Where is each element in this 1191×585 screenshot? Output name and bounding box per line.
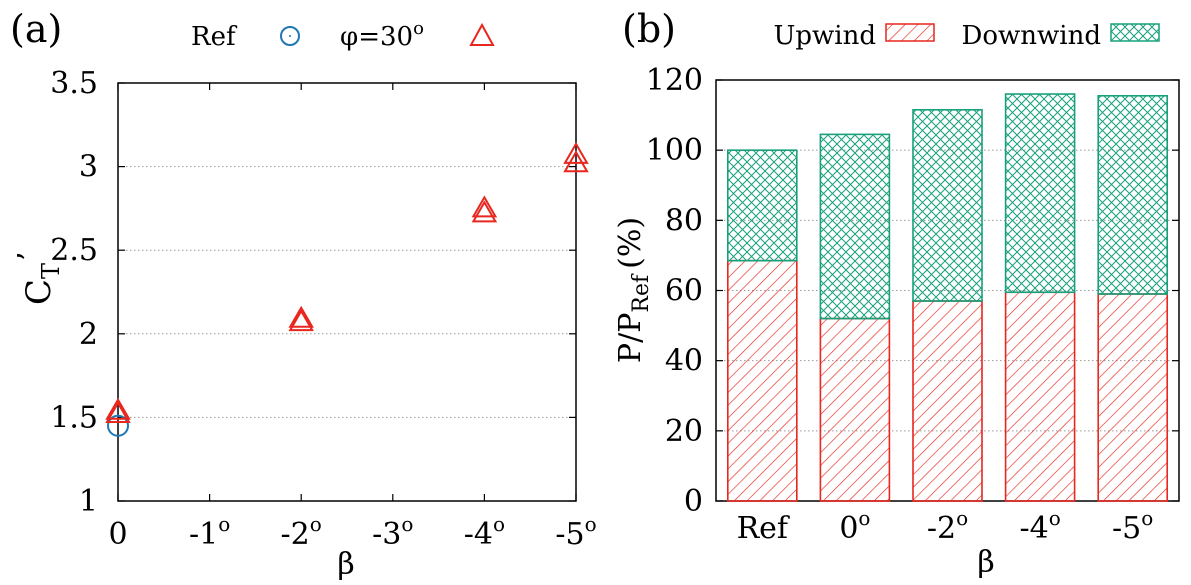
chart-b-series	[726, 93, 1168, 502]
chart-a-point-phi	[288, 305, 314, 328]
chart-b-y-tick-label: 120	[646, 63, 703, 98]
chart-b-bar-downwind	[912, 109, 983, 302]
legend-a-phi-marker	[469, 22, 495, 46]
chart-a-point-phi	[105, 397, 131, 420]
chart-a-x-axis-label: β	[337, 547, 354, 582]
chart-b-bar-downwind	[1004, 93, 1076, 294]
chart-a-x-tick-label: -5o	[555, 512, 596, 552]
chart-a-point-phi	[563, 150, 589, 173]
chart-b-y-axis: 0 20 40 60 80 100 120	[646, 63, 1179, 519]
legend-a-phi-label: φ=30o	[340, 18, 424, 52]
chart-a-x-tick-label: -1o	[189, 512, 230, 552]
chart-a-gridlines	[118, 166, 576, 418]
chart-b-x-tick-label: Ref	[737, 511, 790, 546]
chart-b-x-tick-label: -2o	[927, 506, 968, 546]
chart-a-x-tick-label: 0	[108, 517, 127, 552]
chart-a-panel-label: (a)	[10, 7, 62, 51]
chart-a-point-ref	[107, 414, 129, 437]
chart-b-bar-downwind	[1097, 94, 1168, 295]
chart-a-point-phi	[471, 195, 498, 218]
chart-b-x-axis-label: β	[977, 545, 994, 580]
chart-b-y-axis-label: P/PRef(%)	[613, 217, 654, 363]
chart-a-y-tick-label: 1	[79, 484, 98, 519]
chart-a-y-axis: 1 1.5 2 2.5 3 3.5	[50, 66, 576, 519]
chart-a-point-phi	[471, 200, 498, 223]
chart-b-y-tick-label: 80	[665, 203, 703, 238]
legend-a-ref-marker	[280, 26, 300, 46]
chart-a-series	[105, 141, 589, 437]
chart-a-x-tick-label: -2o	[281, 512, 322, 552]
chart-b-x-tick-label: -4o	[1019, 506, 1060, 546]
chart-b-y-tick-label: 20	[665, 414, 703, 449]
legend-b-upwind-label: Upwind	[773, 21, 876, 51]
legend-b-downwind-label: Downwind	[962, 21, 1101, 51]
chart-a-y-tick-label: 3.5	[50, 66, 98, 101]
chart-a: (a) Ref φ=30o 1 1.5 2 2.5 3 3.5 0 -1o -2o -3o -4o…	[10, 7, 597, 582]
chart-b-panel-label: (b)	[622, 7, 676, 51]
chart-b-y-tick-label: 40	[665, 344, 703, 379]
chart-b-bar-upwind	[912, 300, 983, 502]
chart-b-bar-upwind	[1004, 291, 1076, 502]
chart-b-bar-downwind	[726, 149, 798, 262]
chart-b-bar-upwind	[1097, 293, 1168, 502]
chart-a-y-axis-label: CT’	[12, 251, 65, 305]
legend-a-ref-label: Ref	[191, 22, 238, 52]
chart-a-point-phi	[288, 309, 314, 332]
chart-b-bar-upwind	[819, 317, 891, 502]
chart-b-bar-upwind	[726, 259, 798, 502]
chart-b-bar-downwind	[819, 133, 891, 320]
chart-a-point-phi	[105, 401, 131, 424]
chart-b-legend: Upwind Downwind	[773, 21, 1160, 51]
legend-b-downwind-swatch	[1110, 23, 1160, 42]
chart-b-x-tick-label: -5o	[1112, 506, 1153, 546]
chart-a-y-tick-label: 2.5	[50, 233, 98, 268]
chart-a-y-tick-label: 2	[79, 317, 98, 352]
chart-a-y-tick-label: 3	[79, 150, 98, 185]
chart-a-x-axis: 0 -1o -2o -3o -4o -5o	[108, 83, 597, 552]
chart-a-point-phi	[563, 141, 589, 164]
chart-a-x-tick-label: -3o	[372, 512, 413, 552]
chart-a-plot-frame	[117, 82, 577, 502]
legend-a-ref-dot	[289, 35, 291, 37]
chart-a-x-tick-label: -4o	[464, 512, 505, 552]
legend-b-upwind-swatch	[885, 23, 935, 42]
chart-b-y-tick-label: 60	[665, 274, 703, 309]
chart-a-y-tick-label: 1.5	[50, 400, 98, 435]
chart-b-y-tick-label: 0	[684, 484, 703, 519]
chart-b-x-axis: Ref 0o -2o -4o -5o	[737, 506, 1154, 546]
chart-a-legend: Ref φ=30o	[191, 18, 495, 52]
chart-b-y-tick-label: 100	[646, 133, 703, 168]
chart-b-x-tick-label: 0o	[839, 506, 870, 546]
